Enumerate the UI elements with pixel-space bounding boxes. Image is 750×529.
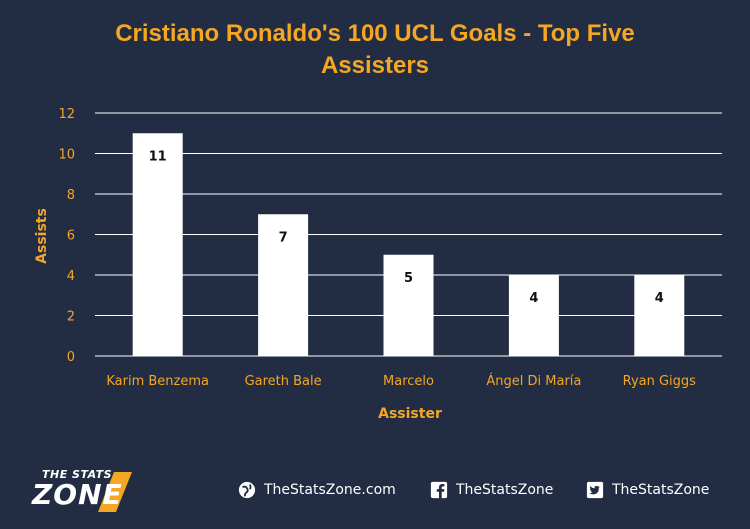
data-label: 4 xyxy=(655,291,664,306)
data-labels: 11 7 5 4 4 xyxy=(149,149,664,306)
y-tick-label: 12 xyxy=(58,107,75,122)
globe-icon xyxy=(238,481,256,499)
x-tick-label: Gareth Bale xyxy=(245,374,322,389)
website-link[interactable]: TheStatsZone.com xyxy=(238,480,396,500)
bar xyxy=(258,214,309,356)
y-tick-label: 2 xyxy=(67,310,75,325)
x-tick-label: Marcelo xyxy=(383,374,434,389)
x-tick-label: Ángel Di María xyxy=(486,373,581,389)
logo-swoosh-icon xyxy=(98,472,132,512)
y-axis-title: Assists xyxy=(34,208,50,264)
chart-title: Cristiano Ronaldo's 100 UCL Goals - Top … xyxy=(115,20,635,79)
y-tick-label: 8 xyxy=(67,188,75,203)
x-tick-label: Ryan Giggs xyxy=(623,374,697,389)
twitter-icon xyxy=(586,481,604,499)
x-tick-label: Karim Benzema xyxy=(106,374,209,389)
data-label: 11 xyxy=(149,149,167,164)
x-tick-labels: Karim Benzema Gareth Bale Marcelo Ángel Di … xyxy=(106,373,696,389)
facebook-link[interactable]: TheStatsZone xyxy=(430,480,553,500)
logo-top-text: THE STATS xyxy=(42,468,113,481)
chart-area: 0 2 4 6 8 10 12 Karim Benzema Gareth Bale Marcel… xyxy=(34,107,722,422)
bar xyxy=(132,133,183,356)
facebook-icon xyxy=(430,481,448,499)
bars xyxy=(132,133,685,356)
data-label: 7 xyxy=(279,230,288,245)
data-label: 5 xyxy=(404,271,413,286)
y-tick-label: 4 xyxy=(67,269,75,284)
y-tick-label: 6 xyxy=(67,229,75,244)
y-tick-labels: 0 2 4 6 8 10 12 xyxy=(58,107,75,365)
stats-zone-logo: THE STATS ZONE xyxy=(26,468,166,514)
bar xyxy=(634,275,685,356)
x-axis-title: Assister xyxy=(378,406,442,422)
data-label: 4 xyxy=(529,291,538,306)
logo-main-text: ZONE xyxy=(32,478,123,511)
website-text: TheStatsZone.com xyxy=(264,482,396,498)
facebook-text: TheStatsZone xyxy=(456,482,554,498)
y-tick-label: 0 xyxy=(67,350,75,365)
y-tick-label: 10 xyxy=(58,148,75,163)
bar xyxy=(508,275,559,356)
twitter-text: TheStatsZone xyxy=(612,482,710,498)
bar xyxy=(383,254,434,356)
footer: THE STATS ZONE TheStatsZone.com TheStats… xyxy=(0,462,750,522)
twitter-link[interactable]: TheStatsZone xyxy=(586,480,709,500)
